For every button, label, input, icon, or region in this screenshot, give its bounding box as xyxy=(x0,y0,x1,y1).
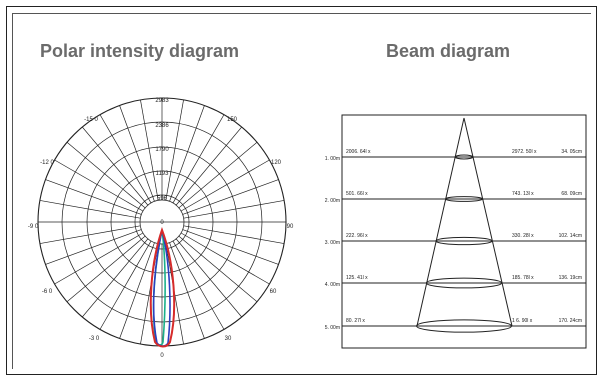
angle-label-90: 90 xyxy=(287,224,294,230)
beam-cross-section xyxy=(454,154,474,160)
polar-grid xyxy=(37,97,287,347)
beam-cross-section xyxy=(435,236,493,246)
polar-spoke xyxy=(39,200,141,219)
ring-label-0: 0 xyxy=(160,220,164,226)
polar-spoke xyxy=(180,159,270,212)
polar-spoke xyxy=(165,99,184,201)
beam-edge-lux: 743. 13l x xyxy=(512,191,534,197)
beam-distance-label: 1. 00m xyxy=(325,156,340,162)
beam-diameter: 68. 09cm xyxy=(561,191,582,197)
angle-label-neg90: -9 0 xyxy=(28,224,39,230)
polar-spoke xyxy=(45,179,142,215)
beam-edge-lux: 2972. 50l x xyxy=(512,149,537,155)
polar-spoke xyxy=(175,126,242,206)
polar-spoke xyxy=(172,240,225,330)
angle-label-neg30: -3 0 xyxy=(89,336,100,342)
polar-spoke xyxy=(99,114,152,204)
polar-spoke xyxy=(66,235,146,302)
angle-label-neg120: -12 0 xyxy=(40,160,54,166)
polar-spoke xyxy=(99,240,152,330)
ring-label-2983: 2983 xyxy=(155,98,169,104)
beam-distance-label: 3. 00m xyxy=(325,240,340,246)
beam-distance-label: 4. 00m xyxy=(325,282,340,288)
beam-rows: 1. 00m 2006. 64l x 2972. 50l x 34. 05cm 2. 0… xyxy=(325,149,586,333)
polar-spoke xyxy=(183,225,285,244)
polar-curves xyxy=(149,227,176,348)
beam-diameter: 170. 24cm xyxy=(559,318,582,324)
polar-spoke xyxy=(119,105,155,202)
intensity-curve-main xyxy=(149,227,176,348)
polar-diagram-title: Polar intensity diagram xyxy=(40,41,240,61)
beam-cross-section xyxy=(425,277,503,289)
beam-center-lux: 125. 41l x xyxy=(346,275,368,281)
diagram-frame xyxy=(6,6,597,375)
beam-edge-lux: 330. 28l x xyxy=(512,233,534,239)
polar-spoke xyxy=(54,159,144,212)
angle-label-120: 120 xyxy=(271,160,282,166)
angle-label-neg60: -6 0 xyxy=(42,289,53,295)
polar-spoke xyxy=(66,142,146,209)
polar-spoke xyxy=(183,200,285,219)
beam-distance-label: 2. 00m xyxy=(325,198,340,204)
beam-cross-section xyxy=(445,196,483,202)
polar-spoke xyxy=(169,242,205,339)
ring-label-2386: 2386 xyxy=(155,123,169,129)
beam-center-lux: 80. 27l x xyxy=(346,318,365,324)
polar-spoke xyxy=(175,238,242,318)
polar-spoke xyxy=(54,232,144,285)
polar-spoke xyxy=(178,142,258,209)
beam-cross-section xyxy=(416,319,512,333)
beam-center-lux: 222. 96l x xyxy=(346,233,368,239)
polar-spoke xyxy=(82,126,149,206)
polar-spoke xyxy=(140,99,159,201)
angle-label-neg150: -15 0 xyxy=(84,117,98,123)
ring-label-1790: 1790 xyxy=(155,147,169,153)
beam-diameter: 136. 19cm xyxy=(559,275,582,281)
polar-spoke xyxy=(182,229,279,265)
polar-spoke xyxy=(82,238,149,318)
beam-edge-lux: 1 6. 90l x xyxy=(512,318,533,324)
polar-spoke xyxy=(39,225,141,244)
polar-spoke xyxy=(178,235,258,302)
beam-diameter: 34. 05cm xyxy=(561,149,582,155)
angle-label-30: 30 xyxy=(225,336,232,342)
beam-cone-right-edge xyxy=(463,117,513,327)
beam-diameter: 102. 14cm xyxy=(559,233,582,239)
polar-spoke xyxy=(45,229,142,265)
polar-spoke xyxy=(119,242,155,339)
beam-cone-left-edge xyxy=(416,117,465,327)
polar-spoke xyxy=(182,179,279,215)
ring-label-1193: 1193 xyxy=(156,171,170,177)
polar-spoke xyxy=(172,114,225,204)
angle-label-60: 60 xyxy=(270,289,277,295)
ring-label-596: 596 xyxy=(157,196,168,202)
polar-spoke xyxy=(180,232,270,285)
polar-spoke xyxy=(169,105,205,202)
beam-distance-label: 5. 00m xyxy=(325,325,340,331)
beam-center-lux: 2006. 64l x xyxy=(346,149,371,155)
beam-center-lux: 501. 66l x xyxy=(346,191,368,197)
diagram-inner-border xyxy=(12,13,591,369)
beam-diagram-box xyxy=(341,114,587,349)
beam-edge-lux: 185. 78l x xyxy=(512,275,534,281)
beam-diagram-title: Beam diagram xyxy=(386,41,511,61)
angle-label-0: 0 xyxy=(160,353,164,359)
angle-label-150: 150 xyxy=(227,117,238,123)
